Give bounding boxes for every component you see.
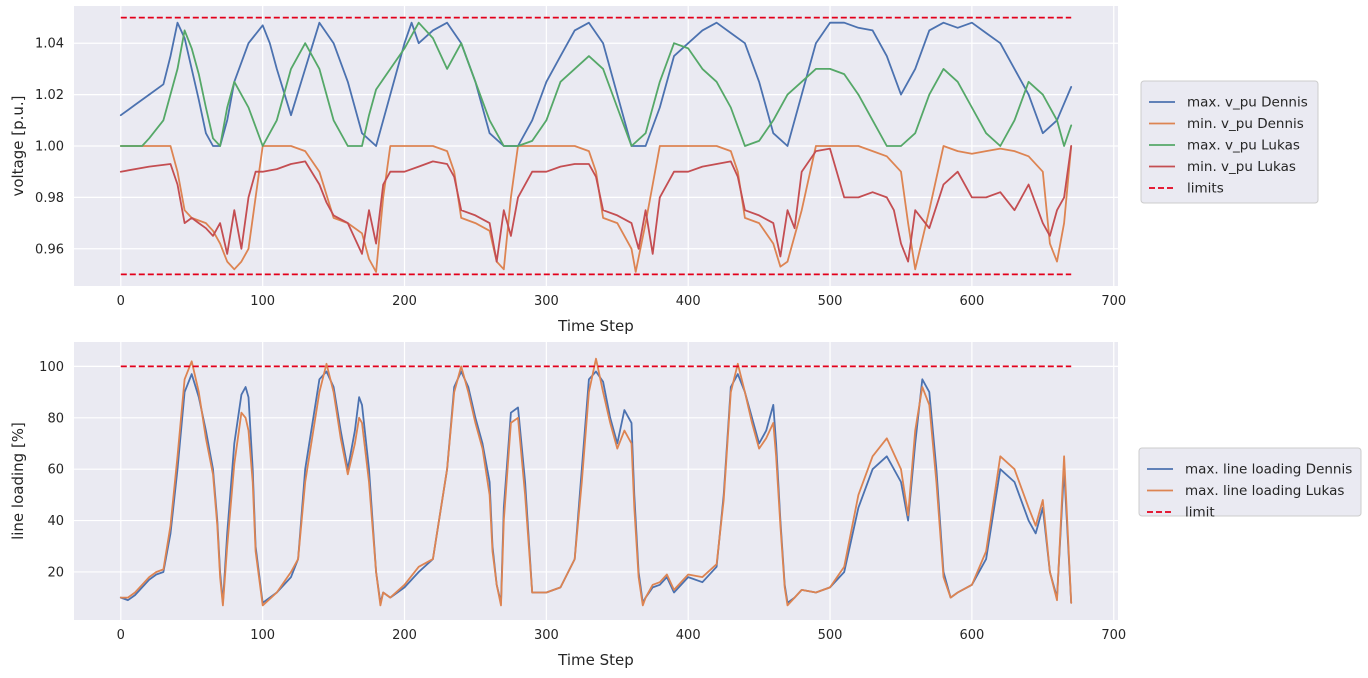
series-line-0-0 xyxy=(119,21,1073,147)
x-tick-label: 500 xyxy=(818,628,843,643)
x-tick-label: 300 xyxy=(534,628,559,643)
legend-box xyxy=(1138,447,1362,517)
series-layer xyxy=(119,357,1073,607)
y-tick-label: 1.02 xyxy=(35,88,64,103)
x-tick-label: 300 xyxy=(534,294,559,309)
series-line-0-2 xyxy=(119,21,1073,147)
x-tick-label: 500 xyxy=(818,294,843,309)
y-tick-label: 1.04 xyxy=(35,37,64,52)
legend-label: max. line loading Dennis xyxy=(1185,462,1352,478)
legend-label: max. v_pu Lukas xyxy=(1187,138,1300,154)
legend-label: min. v_pu Lukas xyxy=(1187,159,1296,175)
legend-label: limits xyxy=(1187,181,1224,197)
x-tick-label: 0 xyxy=(117,294,125,309)
series-layer xyxy=(119,16,1073,276)
y-tick-label: 80 xyxy=(47,411,64,426)
y-tick-label: 40 xyxy=(47,514,64,529)
legend-label: max. v_pu Dennis xyxy=(1187,95,1308,111)
series-line-1-1 xyxy=(119,357,1073,607)
series-line-0-1 xyxy=(119,145,1073,273)
y-axis-label: voltage [p.u.] xyxy=(9,95,27,196)
x-tick-label: 400 xyxy=(676,294,701,309)
legend-label: max. line loading Lukas xyxy=(1185,483,1344,499)
voltage-subplot: 0 100 200 300 400 500 600 700 0.96 0.98 1.00 1.02 1.… xyxy=(9,6,1319,335)
legend: max. v_pu Dennis min. v_pu Dennis max. v_p… xyxy=(1140,80,1319,204)
legend-box xyxy=(1140,80,1319,204)
x-tick-label: 200 xyxy=(392,294,417,309)
y-tick-label: 1.00 xyxy=(35,140,64,155)
y-tick-label: 0.96 xyxy=(35,242,64,257)
legend-label: limit xyxy=(1185,505,1215,521)
series-line-0-3 xyxy=(119,145,1073,263)
x-tick-label: 100 xyxy=(250,294,275,309)
x-axis-label: Time Step xyxy=(557,651,634,669)
x-tick-label: 600 xyxy=(959,628,984,643)
x-tick-label: 400 xyxy=(676,628,701,643)
x-tick-label: 100 xyxy=(250,628,275,643)
y-tick-label: 0.98 xyxy=(35,191,64,206)
legend-label: min. v_pu Dennis xyxy=(1187,116,1304,132)
y-tick-label: 60 xyxy=(47,463,64,478)
y-tick-label: 20 xyxy=(47,565,64,580)
y-tick-label: 100 xyxy=(39,360,64,375)
x-tick-label: 700 xyxy=(1101,628,1126,643)
x-tick-label: 200 xyxy=(392,628,417,643)
x-axis-label: Time Step xyxy=(557,317,634,335)
x-tick-label: 700 xyxy=(1101,294,1126,309)
line-loading-subplot: 0 100 200 300 400 500 600 700 20 40 60 80 100 Time St… xyxy=(9,342,1362,669)
x-tick-label: 600 xyxy=(959,294,984,309)
legend: max. line loading Dennis max. line loadin… xyxy=(1138,447,1362,521)
y-axis-label: line loading [%] xyxy=(9,422,27,540)
x-tick-label: 0 xyxy=(117,628,125,643)
